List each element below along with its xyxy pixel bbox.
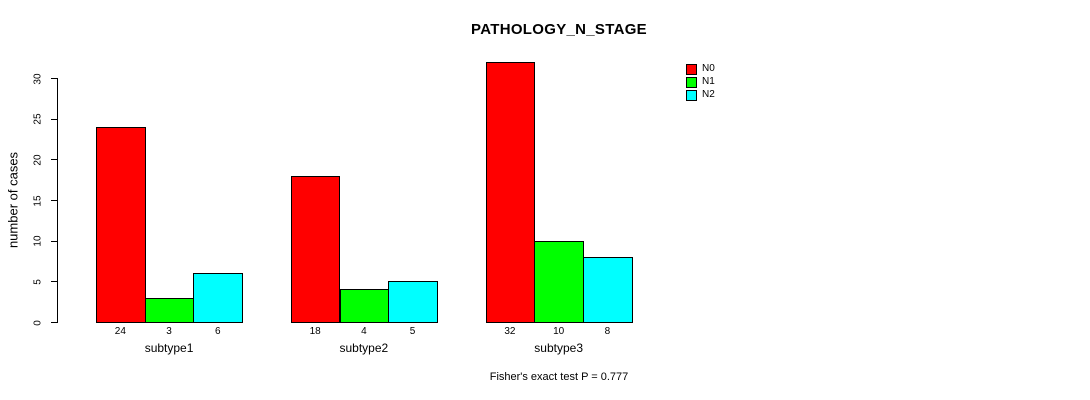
- legend-label-n1: N1: [702, 76, 715, 87]
- bar-n0-subtype2: [290, 175, 341, 323]
- bar-n0-subtype3: [485, 61, 536, 323]
- y-axis-tick: [51, 322, 57, 323]
- legend-swatch-n0: [686, 64, 697, 75]
- y-axis-tick-label: 25: [32, 113, 44, 125]
- bar-value-label: 32: [504, 326, 516, 337]
- y-axis-tick-label: 15: [32, 194, 44, 207]
- y-axis-tick: [51, 78, 57, 79]
- legend-label-n2: N2: [702, 89, 715, 100]
- y-axis-line: [57, 78, 58, 323]
- bar-value-label: 8: [604, 326, 611, 337]
- y-axis-label: number of cases: [5, 151, 21, 249]
- bar-n0-subtype1: [96, 126, 146, 323]
- legend-swatch-n2: [686, 90, 697, 101]
- bar-n2-subtype2: [388, 281, 438, 323]
- footnote-fisher-test: Fisher's exact test P = 0.777: [489, 371, 629, 383]
- y-axis-tick: [51, 281, 57, 283]
- y-axis-tick: [51, 118, 57, 120]
- legend-swatch-n1: [686, 77, 697, 88]
- bar-value-label: 3: [166, 326, 172, 337]
- category-label-subtype2: subtype2: [339, 341, 389, 355]
- bar-value-label: 6: [214, 326, 221, 337]
- y-axis-tick-label: 10: [32, 235, 44, 247]
- bar-n2-subtype3: [583, 256, 633, 323]
- bar-n1-subtype2: [339, 289, 390, 323]
- y-axis-tick-label: 30: [32, 72, 44, 85]
- bar-value-label: 4: [361, 326, 367, 337]
- y-axis-tick: [51, 240, 57, 242]
- legend-label-n0: N0: [702, 63, 715, 74]
- bar-value-label: 18: [309, 326, 321, 337]
- bar-value-label: 24: [114, 326, 126, 337]
- bar-n2-subtype1: [193, 273, 244, 323]
- y-axis-tick-label: 20: [32, 154, 44, 166]
- bar-n1-subtype3: [534, 240, 584, 323]
- category-label-subtype3: subtype3: [534, 341, 583, 355]
- y-axis-tick: [51, 159, 57, 161]
- y-axis-tick-label: 0: [32, 319, 44, 326]
- bar-value-label: 5: [409, 326, 416, 337]
- bar-value-label: 10: [553, 326, 565, 337]
- chart-title: PATHOLOGY_N_STAGE: [471, 21, 647, 38]
- bar-n1-subtype1: [144, 297, 195, 323]
- y-axis-tick-label: 5: [32, 279, 44, 285]
- category-label-subtype1: subtype1: [144, 341, 194, 355]
- y-axis-tick: [51, 200, 57, 201]
